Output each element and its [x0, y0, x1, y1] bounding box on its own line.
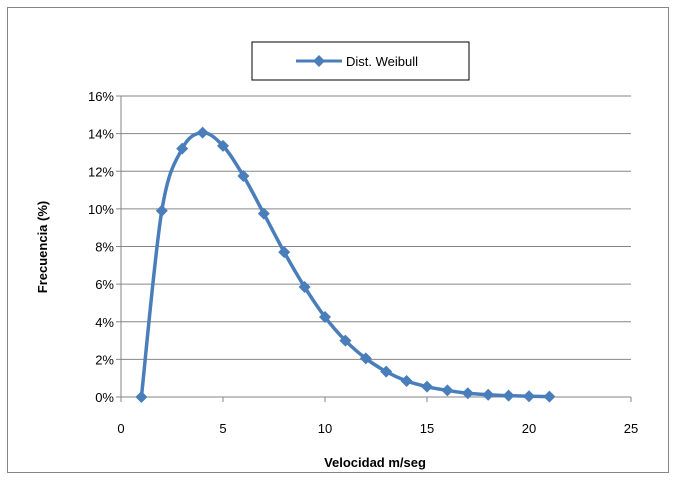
data-point	[543, 390, 556, 403]
y-tick-label: 2%	[95, 352, 114, 367]
x-tick-label: 25	[624, 421, 638, 436]
chart-area	[7, 7, 669, 473]
data-point	[502, 389, 515, 402]
data-point	[298, 280, 311, 293]
data-point	[257, 207, 270, 220]
x-tick-labels: 0 5 10 15 20 25	[117, 421, 638, 436]
data-point	[482, 388, 495, 401]
data-point	[196, 126, 209, 139]
x-tick-label: 20	[522, 421, 536, 436]
y-tick-label: 14%	[88, 127, 114, 142]
y-tick-label: 8%	[95, 240, 114, 255]
axes	[116, 95, 632, 402]
y-tick-label: 0%	[95, 390, 114, 405]
series-layer	[135, 126, 556, 403]
data-point	[461, 387, 474, 400]
y-tick-label: 16%	[88, 89, 114, 104]
data-point	[400, 375, 413, 388]
data-point	[237, 169, 250, 182]
data-point	[441, 384, 454, 397]
y-tick-label: 4%	[95, 315, 114, 330]
x-tick-label: 15	[420, 421, 434, 436]
legend-marker-icon	[313, 55, 325, 67]
legend: Dist. Weibull	[251, 41, 470, 81]
y-tick-labels: 0% 2% 4% 6% 8% 10% 12% 14% 16%	[88, 89, 114, 405]
x-tick-label: 5	[219, 421, 226, 436]
gridlines	[121, 95, 631, 360]
data-point	[176, 142, 189, 155]
y-tick-label: 12%	[88, 164, 114, 179]
data-point	[339, 334, 352, 347]
y-tick-label: 10%	[88, 202, 114, 217]
data-point	[523, 390, 535, 403]
series-line	[139, 130, 550, 399]
legend-box	[251, 41, 470, 81]
x-tick-label: 10	[318, 421, 332, 436]
data-point	[135, 391, 148, 403]
y-axis-label: Frecuencia (%)	[35, 201, 50, 293]
legend-label: Dist. Weibull	[346, 54, 418, 69]
data-point	[278, 246, 291, 259]
data-point	[359, 352, 372, 365]
data-point	[155, 204, 168, 217]
x-tick-label: 0	[117, 421, 124, 436]
y-tick-label: 6%	[95, 277, 114, 292]
data-point	[319, 311, 331, 324]
data-point	[380, 365, 393, 378]
data-point	[421, 380, 433, 393]
data-point	[217, 139, 229, 152]
x-axis-label: Velocidad m/seg	[324, 455, 426, 470]
